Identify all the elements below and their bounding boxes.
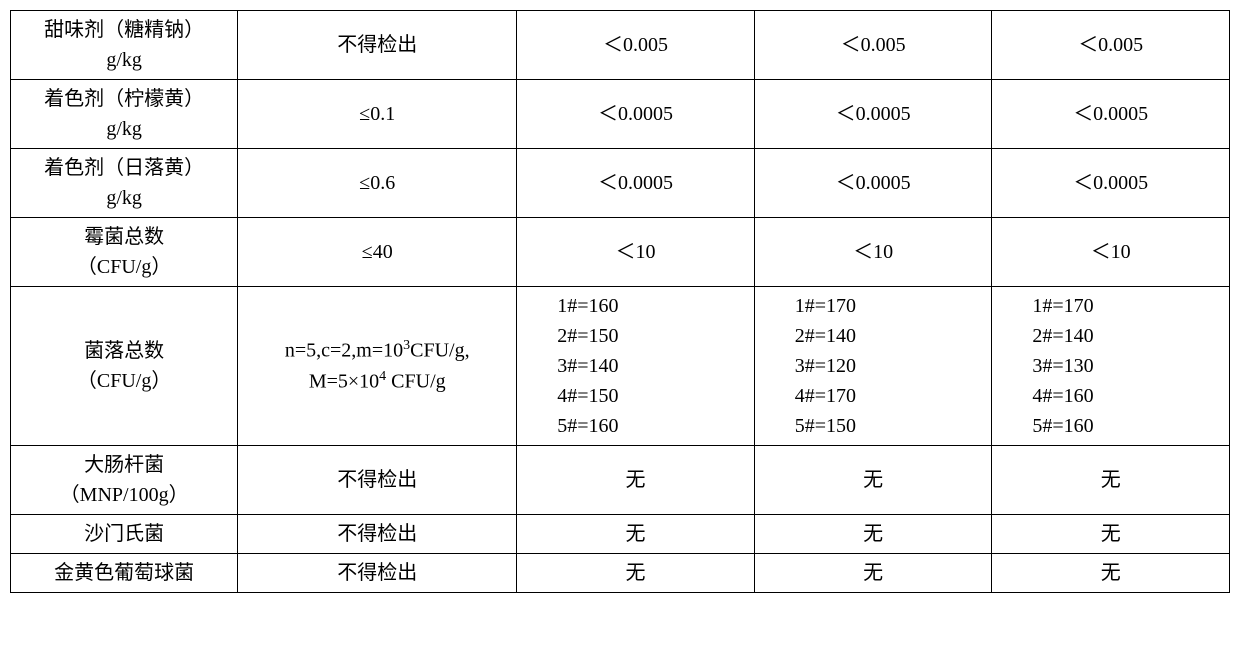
row-value-2: 无 [754,446,992,515]
row-spec: 不得检出 [238,11,517,80]
label-line2: （MNP/100g） [60,484,189,506]
row-value-1: ＜0.005 [517,11,755,80]
label-line2: g/kg [106,118,142,140]
test-results-table: 甜味剂（糖精钠） g/kg 不得检出 ＜0.005 ＜0.005 ＜0.005 … [10,10,1230,593]
row-spec: 不得检出 [238,446,517,515]
label-line1: 甜味剂（糖精钠） [44,19,204,41]
row-value-3: 无 [992,446,1230,515]
row-spec: 不得检出 [238,554,517,593]
row-value-3: ＜0.005 [992,11,1230,80]
label-line2: g/kg [106,49,142,71]
row-value-1: ＜0.0005 [517,80,755,149]
row-label: 菌落总数 （CFU/g） [11,287,238,446]
row-value-2: ＜0.0005 [754,149,992,218]
row-label: 着色剂（柠檬黄） g/kg [11,80,238,149]
label-line2: g/kg [106,187,142,209]
row-value-3: ＜0.0005 [992,80,1230,149]
row-value-1: 无 [517,515,755,554]
label-line1: 霉菌总数 [84,226,164,248]
table-row: 甜味剂（糖精钠） g/kg 不得检出 ＜0.005 ＜0.005 ＜0.005 [11,11,1230,80]
table-row: 大肠杆菌 （MNP/100g） 不得检出 无 无 无 [11,446,1230,515]
row-value-2: ＜0.005 [754,11,992,80]
row-value-3: ＜0.0005 [992,149,1230,218]
row-value-3: 无 [992,515,1230,554]
row-value-1: 1#=160 2#=150 3#=140 4#=150 5#=160 [517,287,755,446]
row-spec: ≤40 [238,218,517,287]
label-line1: 大肠杆菌 [84,454,164,476]
table-row: 沙门氏菌 不得检出 无 无 无 [11,515,1230,554]
row-value-2: 无 [754,515,992,554]
row-spec: ≤0.1 [238,80,517,149]
row-spec: n=5,c=2,m=103CFU/g,M=5×104 CFU/g [238,287,517,446]
label-line1: 菌落总数 [84,340,164,362]
row-value-3: 无 [992,554,1230,593]
row-value-1: 无 [517,446,755,515]
row-value-2: ＜0.0005 [754,80,992,149]
row-value-2: ＜10 [754,218,992,287]
label-line2: （CFU/g） [77,370,171,392]
table-row: 着色剂（日落黄） g/kg ≤0.6 ＜0.0005 ＜0.0005 ＜0.00… [11,149,1230,218]
row-value-1: 无 [517,554,755,593]
label-line1: 着色剂（日落黄） [44,157,204,179]
row-value-1: ＜0.0005 [517,149,755,218]
row-value-2: 无 [754,554,992,593]
row-label: 金黄色葡萄球菌 [11,554,238,593]
row-spec: ≤0.6 [238,149,517,218]
table-row: 着色剂（柠檬黄） g/kg ≤0.1 ＜0.0005 ＜0.0005 ＜0.00… [11,80,1230,149]
row-label: 着色剂（日落黄） g/kg [11,149,238,218]
row-value-1: ＜10 [517,218,755,287]
row-label: 沙门氏菌 [11,515,238,554]
label-line2: （CFU/g） [77,256,171,278]
table-row: 金黄色葡萄球菌 不得检出 无 无 无 [11,554,1230,593]
row-label: 甜味剂（糖精钠） g/kg [11,11,238,80]
row-value-3: ＜10 [992,218,1230,287]
row-spec: 不得检出 [238,515,517,554]
row-label: 霉菌总数 （CFU/g） [11,218,238,287]
table-row: 菌落总数 （CFU/g） n=5,c=2,m=103CFU/g,M=5×104 … [11,287,1230,446]
table-row: 霉菌总数 （CFU/g） ≤40 ＜10 ＜10 ＜10 [11,218,1230,287]
row-value-3: 1#=170 2#=140 3#=130 4#=160 5#=160 [992,287,1230,446]
row-value-2: 1#=170 2#=140 3#=120 4#=170 5#=150 [754,287,992,446]
row-label: 大肠杆菌 （MNP/100g） [11,446,238,515]
label-line1: 着色剂（柠檬黄） [44,88,204,110]
